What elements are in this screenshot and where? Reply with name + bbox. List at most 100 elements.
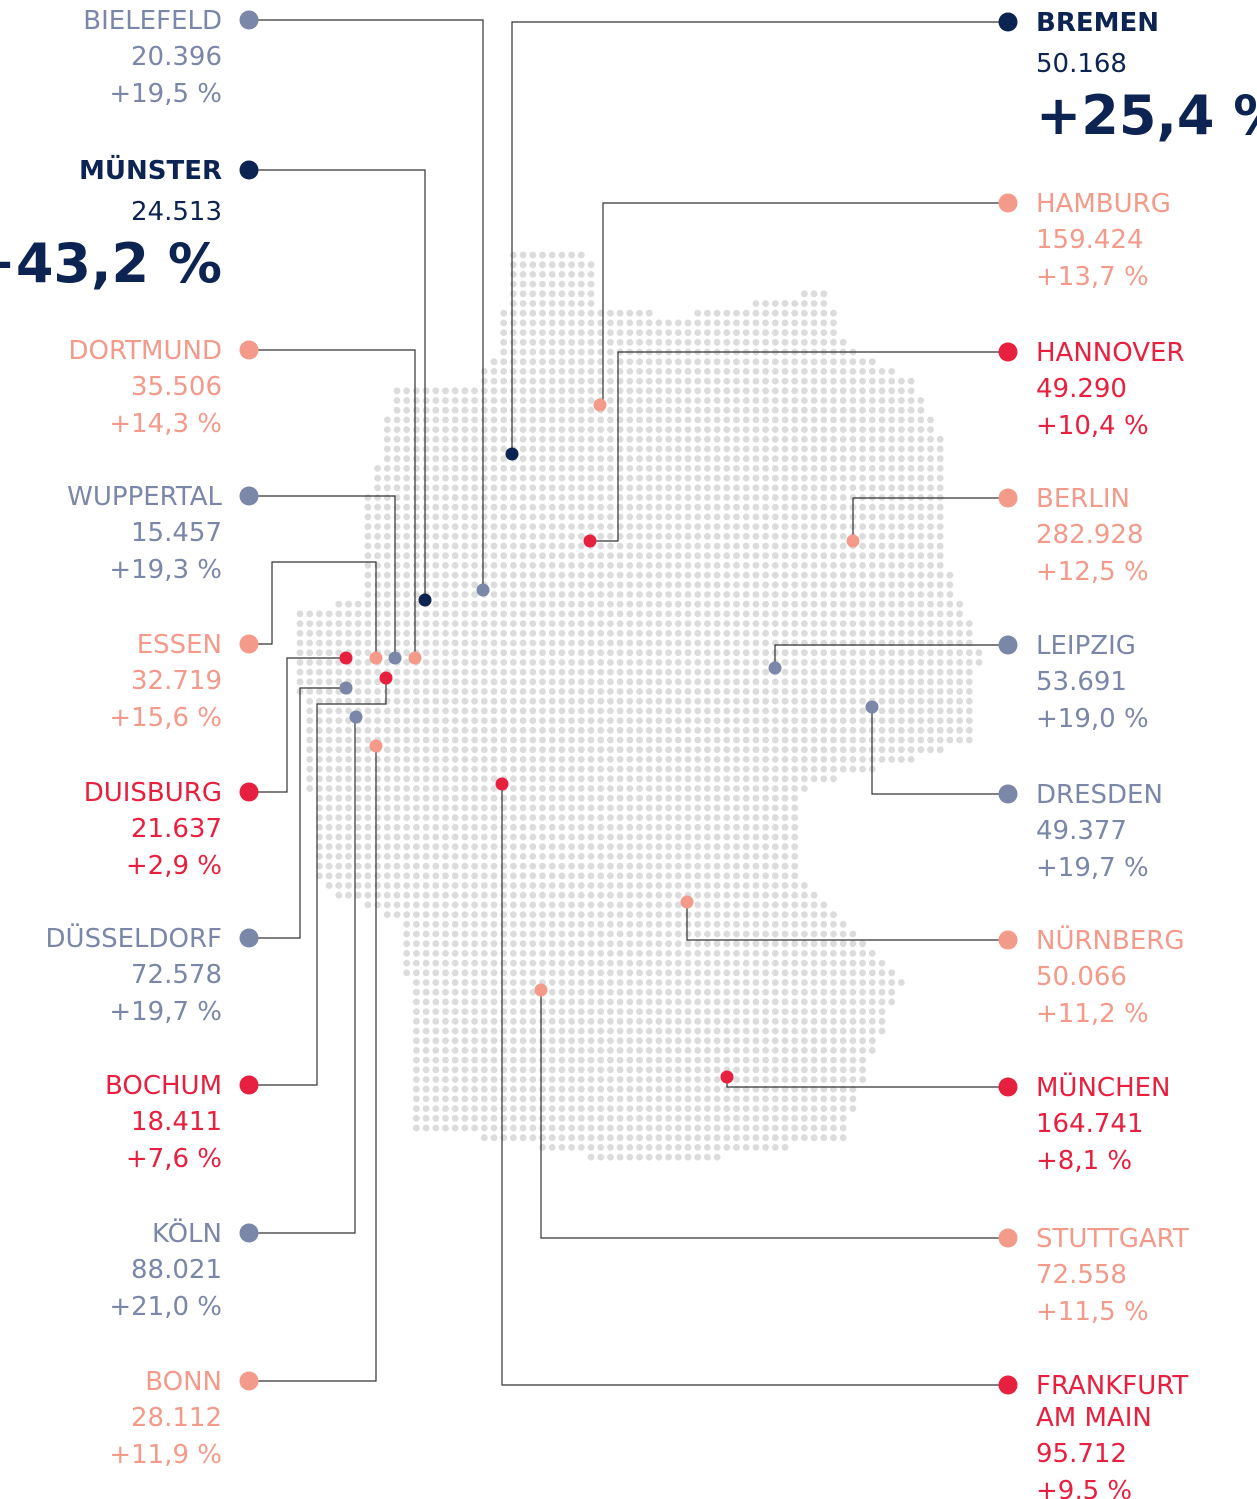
map-dot: [607, 804, 614, 812]
map-dot: [704, 862, 711, 870]
map-dot: [413, 862, 420, 870]
map-dot: [568, 756, 575, 763]
map-dot: [296, 629, 304, 637]
map-dot: [927, 726, 934, 734]
map-dot: [868, 581, 876, 589]
map-dot: [820, 697, 828, 705]
map-dot: [665, 814, 672, 821]
map-dot: [665, 600, 672, 608]
map-dot: [830, 503, 837, 511]
map-dot: [461, 882, 469, 889]
map-dot: [403, 726, 411, 734]
map-dot: [723, 765, 731, 773]
map-dot: [636, 969, 643, 977]
map-dot: [752, 785, 760, 792]
map-dot: [607, 1105, 614, 1112]
map-dot: [665, 1027, 672, 1035]
map-dot: [587, 280, 595, 288]
map-dot: [403, 668, 411, 676]
map-dot: [704, 988, 711, 996]
map-dot: [442, 1114, 449, 1122]
map-dot: [529, 338, 537, 346]
map-dot: [413, 756, 420, 763]
map-dot: [713, 785, 721, 792]
map-dot: [480, 1047, 488, 1054]
map-dot: [510, 901, 517, 909]
map-dot: [752, 542, 760, 550]
map-dot: [694, 1144, 702, 1151]
map-dot: [674, 1095, 682, 1103]
map-dot: [354, 620, 362, 627]
map-dot: [636, 329, 643, 336]
map-dot: [791, 494, 799, 501]
map-dot: [539, 833, 546, 841]
map-dot: [490, 542, 498, 550]
map-dot: [577, 455, 585, 463]
map-dot: [674, 620, 682, 627]
map-dot: [345, 814, 352, 821]
map-dot: [568, 300, 575, 307]
map-dot: [539, 1144, 546, 1151]
map-dot: [694, 387, 702, 395]
map-dot: [519, 930, 527, 938]
map-dot: [674, 532, 682, 540]
map-dot: [752, 1144, 760, 1151]
map-dot: [519, 581, 527, 589]
city-name: BIELEFELD: [83, 6, 222, 36]
map-dot: [587, 756, 595, 763]
map-dot: [713, 765, 721, 773]
map-dot: [694, 775, 702, 783]
map-dot: [830, 756, 837, 763]
map-dot: [868, 600, 876, 608]
map-dot: [413, 639, 420, 647]
map-dot: [616, 668, 624, 676]
map-dot: [820, 775, 828, 783]
map-dot: [442, 901, 449, 909]
map-dot: [568, 416, 575, 424]
map-dot: [878, 503, 886, 511]
map-dot: [665, 1124, 672, 1132]
city-name: DORTMUND: [69, 336, 222, 366]
map-dot: [422, 639, 430, 647]
map-dot: [694, 794, 702, 802]
map-dot: [645, 756, 653, 763]
map-dot: [558, 513, 566, 521]
map-dot: [645, 843, 653, 851]
map-dot: [616, 940, 624, 948]
map-dot: [723, 329, 731, 336]
map-dot: [781, 455, 789, 463]
map-dot: [383, 911, 391, 918]
map-dot: [471, 1008, 478, 1015]
map-dot: [568, 882, 575, 889]
map-dot: [374, 494, 381, 501]
map-dot: [607, 707, 614, 715]
map-dot: [568, 261, 575, 269]
map-dot: [471, 465, 478, 472]
map-dot: [354, 688, 362, 695]
map-dot: [849, 1027, 857, 1035]
map-dot: [403, 882, 411, 889]
map-dot: [781, 309, 789, 317]
map-dot: [539, 1124, 546, 1132]
map-dot: [946, 610, 954, 618]
map-dot: [616, 920, 624, 928]
map-dot: [713, 338, 721, 346]
map-dot: [655, 1085, 663, 1093]
map-dot: [597, 1047, 605, 1054]
map-dot: [645, 988, 653, 996]
map-dot: [684, 474, 692, 482]
map-dot: [500, 368, 508, 375]
map-dot: [655, 610, 663, 618]
map-dot: [461, 532, 469, 540]
map-dot: [626, 1124, 634, 1132]
map-dot: [830, 552, 837, 560]
map-dot: [490, 532, 498, 540]
map-dot: [733, 532, 740, 540]
map-dot: [733, 542, 740, 550]
map-dot: [383, 503, 391, 511]
map-dot: [878, 513, 886, 521]
map-dot: [461, 979, 469, 986]
map-dot: [461, 862, 469, 870]
map-dot: [636, 571, 643, 579]
map-dot: [878, 591, 886, 598]
